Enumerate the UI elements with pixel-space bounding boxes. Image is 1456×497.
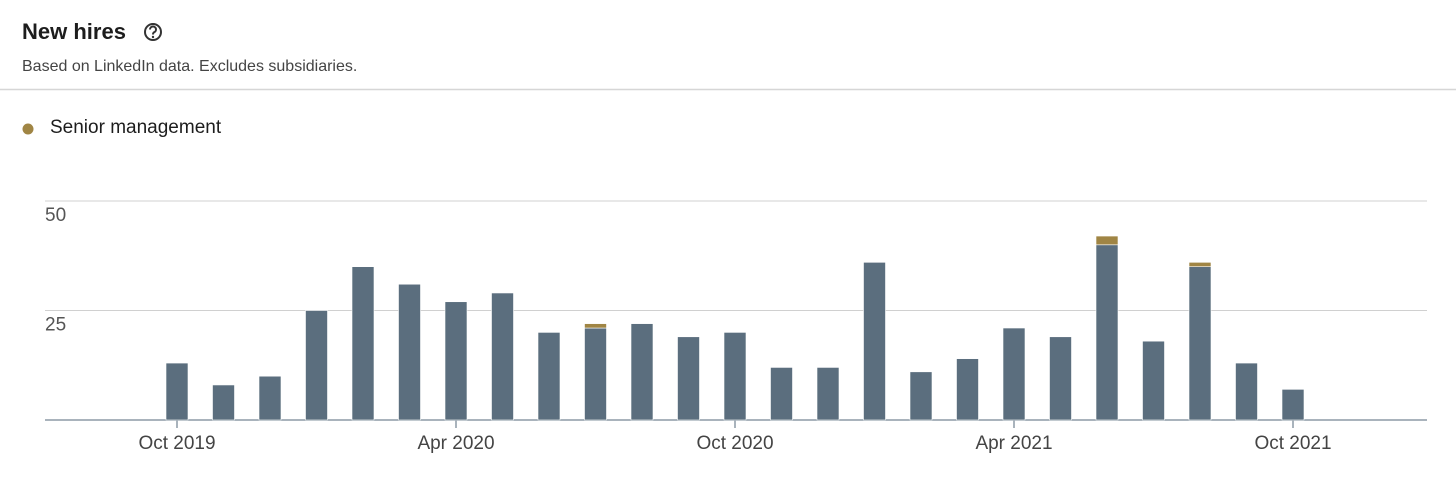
legend-marker	[22, 123, 34, 135]
bar	[1049, 336, 1072, 421]
bar	[1188, 262, 1212, 268]
bar	[1188, 266, 1212, 421]
legend: Senior management	[22, 117, 222, 138]
bar	[351, 266, 375, 421]
bar	[863, 262, 886, 421]
bar	[1095, 244, 1119, 421]
x-tick-label: Oct 2020	[696, 433, 773, 454]
bar	[630, 323, 654, 421]
title: New hires	[22, 19, 126, 44]
y-tick-label: 50	[45, 205, 66, 226]
bar	[1002, 327, 1026, 421]
bar	[491, 292, 514, 421]
x-tick-label: Apr 2020	[417, 433, 494, 454]
bar	[723, 332, 747, 421]
bar	[1235, 362, 1258, 421]
x-tick-label: Oct 2021	[1254, 433, 1331, 454]
y-tick-label: 25	[45, 315, 66, 336]
bar	[444, 301, 468, 421]
bar	[1095, 235, 1119, 246]
bar	[398, 283, 421, 421]
legend-label: Senior management	[50, 117, 222, 138]
bar	[537, 332, 561, 421]
bar	[770, 367, 793, 421]
bar	[165, 362, 189, 421]
bar	[584, 327, 607, 421]
bar	[1142, 340, 1165, 421]
bar	[305, 310, 328, 421]
bar	[909, 371, 933, 421]
bar	[212, 384, 235, 421]
bar	[816, 367, 840, 421]
subtitle: Based on LinkedIn data. Excludes subsidi…	[22, 58, 357, 75]
bar	[584, 323, 607, 329]
bar	[258, 375, 282, 421]
bar	[677, 336, 700, 421]
help-icon[interactable]	[144, 23, 162, 41]
bar	[1281, 389, 1305, 421]
x-tick-label: Apr 2021	[975, 433, 1052, 454]
x-tick-label: Oct 2019	[138, 433, 215, 454]
bar	[956, 358, 979, 421]
